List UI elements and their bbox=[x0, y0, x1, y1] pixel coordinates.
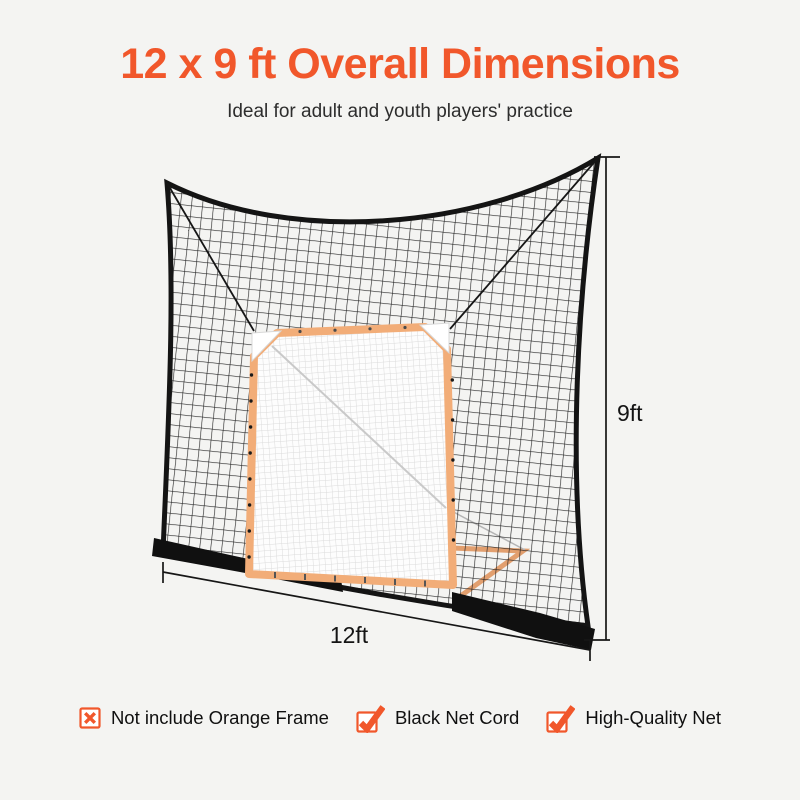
goal-frame bbox=[245, 322, 457, 589]
check-box-icon bbox=[546, 703, 576, 733]
width-dimension bbox=[162, 562, 591, 661]
legend-item-black-net-cord: Black Net Cord bbox=[356, 703, 519, 733]
x-box-icon bbox=[79, 707, 101, 729]
legend-item-high-quality-net: High-Quality Net bbox=[546, 703, 721, 733]
check-box-icon bbox=[356, 703, 385, 733]
product-figure: 9ft 12ft bbox=[0, 130, 800, 700]
legend-label: Black Net Cord bbox=[394, 707, 520, 728]
tension-ropes bbox=[166, 157, 599, 332]
header: 12 x 9 ft Overall Dimensions Ideal for a… bbox=[0, 40, 800, 123]
legend-label: High-Quality Net bbox=[585, 707, 722, 728]
legend-item-not-include-frame: Not include Orange Frame bbox=[79, 707, 329, 729]
page-title: 12 x 9 ft Overall Dimensions bbox=[120, 40, 680, 88]
page-subtitle: Ideal for adult and youth players' pract… bbox=[227, 101, 573, 123]
width-dimension-label: 12ft bbox=[330, 622, 369, 648]
height-dimension-label: 9ft bbox=[617, 400, 643, 426]
feature-legend: Not include Orange Frame Black Net Cord … bbox=[0, 703, 800, 733]
legend-label: Not include Orange Frame bbox=[110, 707, 329, 728]
height-dimension bbox=[584, 156, 620, 641]
net-illustration: 9ft 12ft bbox=[152, 153, 643, 661]
